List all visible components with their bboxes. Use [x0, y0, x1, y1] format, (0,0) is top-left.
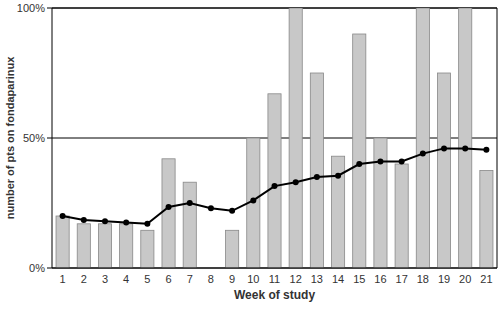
grid-line: [52, 268, 497, 269]
y-tick-label: 0%: [29, 262, 45, 274]
x-tick-label: 6: [165, 273, 171, 285]
line-marker: [314, 174, 320, 180]
line-marker: [462, 145, 468, 151]
line-marker: [208, 205, 214, 211]
bar: [310, 73, 323, 268]
bar: [77, 224, 90, 268]
y-tick: [47, 268, 52, 269]
x-tick-label: 19: [438, 273, 450, 285]
x-tick-label: 3: [102, 273, 108, 285]
line-marker: [60, 213, 66, 219]
x-tick-label: 1: [60, 273, 66, 285]
bar: [226, 230, 239, 268]
chart-svg: 0%50%100%1234567891011121314151617181920…: [0, 0, 500, 309]
bar: [459, 8, 472, 268]
x-tick-label: 5: [144, 273, 150, 285]
x-tick-label: 18: [417, 273, 429, 285]
x-tick-label: 17: [396, 273, 408, 285]
line-marker: [399, 158, 405, 164]
plot-frame-top: [52, 8, 497, 9]
line-marker: [123, 220, 129, 226]
line-marker: [377, 158, 383, 164]
line-marker: [335, 173, 341, 179]
line-marker: [441, 145, 447, 151]
grid-line: [52, 8, 497, 9]
bar: [353, 34, 366, 268]
y-tick-label: 100%: [17, 2, 45, 14]
x-tick-label: 21: [480, 273, 492, 285]
line-marker: [166, 204, 172, 210]
plot-frame-right: [497, 8, 498, 268]
y-tick: [47, 138, 52, 139]
x-tick-label: 10: [247, 273, 259, 285]
line: [63, 148, 487, 223]
bar: [56, 216, 69, 268]
bar: [120, 224, 133, 268]
bar: [183, 182, 196, 268]
x-tick-label: 14: [332, 273, 344, 285]
y-axis-label: number of pts on fondaparinux: [4, 56, 16, 219]
x-tick-label: 8: [208, 273, 214, 285]
x-tick-label: 4: [123, 273, 129, 285]
y-tick-label: 50%: [23, 132, 45, 144]
x-tick-label: 15: [353, 273, 365, 285]
x-tick-label: 13: [311, 273, 323, 285]
bar: [395, 164, 408, 268]
y-axis: [52, 8, 53, 268]
line-marker: [81, 217, 87, 223]
line-marker: [250, 197, 256, 203]
line-marker: [187, 200, 193, 206]
bar: [268, 94, 281, 268]
bar: [416, 8, 429, 268]
bar: [289, 8, 302, 268]
bar: [98, 224, 111, 268]
bar: [480, 171, 493, 269]
bar: [141, 230, 154, 268]
chart-container: 0%50%100%1234567891011121314151617181920…: [0, 0, 500, 309]
y-tick: [47, 8, 52, 9]
line-marker: [293, 179, 299, 185]
x-tick-label: 9: [229, 273, 235, 285]
x-tick-label: 12: [290, 273, 302, 285]
line-marker: [144, 221, 150, 227]
x-tick-label: 2: [81, 273, 87, 285]
x-tick-label: 7: [187, 273, 193, 285]
line-marker: [356, 161, 362, 167]
x-tick-label: 20: [459, 273, 471, 285]
line-marker: [483, 147, 489, 153]
x-tick-label: 11: [269, 273, 280, 285]
bar: [437, 73, 450, 268]
plot-marks: [56, 8, 493, 268]
line-marker: [420, 151, 426, 157]
x-axis-label: Week of study: [234, 288, 315, 302]
x-tick-label: 16: [374, 273, 386, 285]
x-axis: [52, 268, 497, 269]
bar: [162, 159, 175, 268]
bar: [374, 138, 387, 268]
line-marker: [102, 218, 108, 224]
line-marker: [272, 183, 278, 189]
line-marker: [229, 208, 235, 214]
